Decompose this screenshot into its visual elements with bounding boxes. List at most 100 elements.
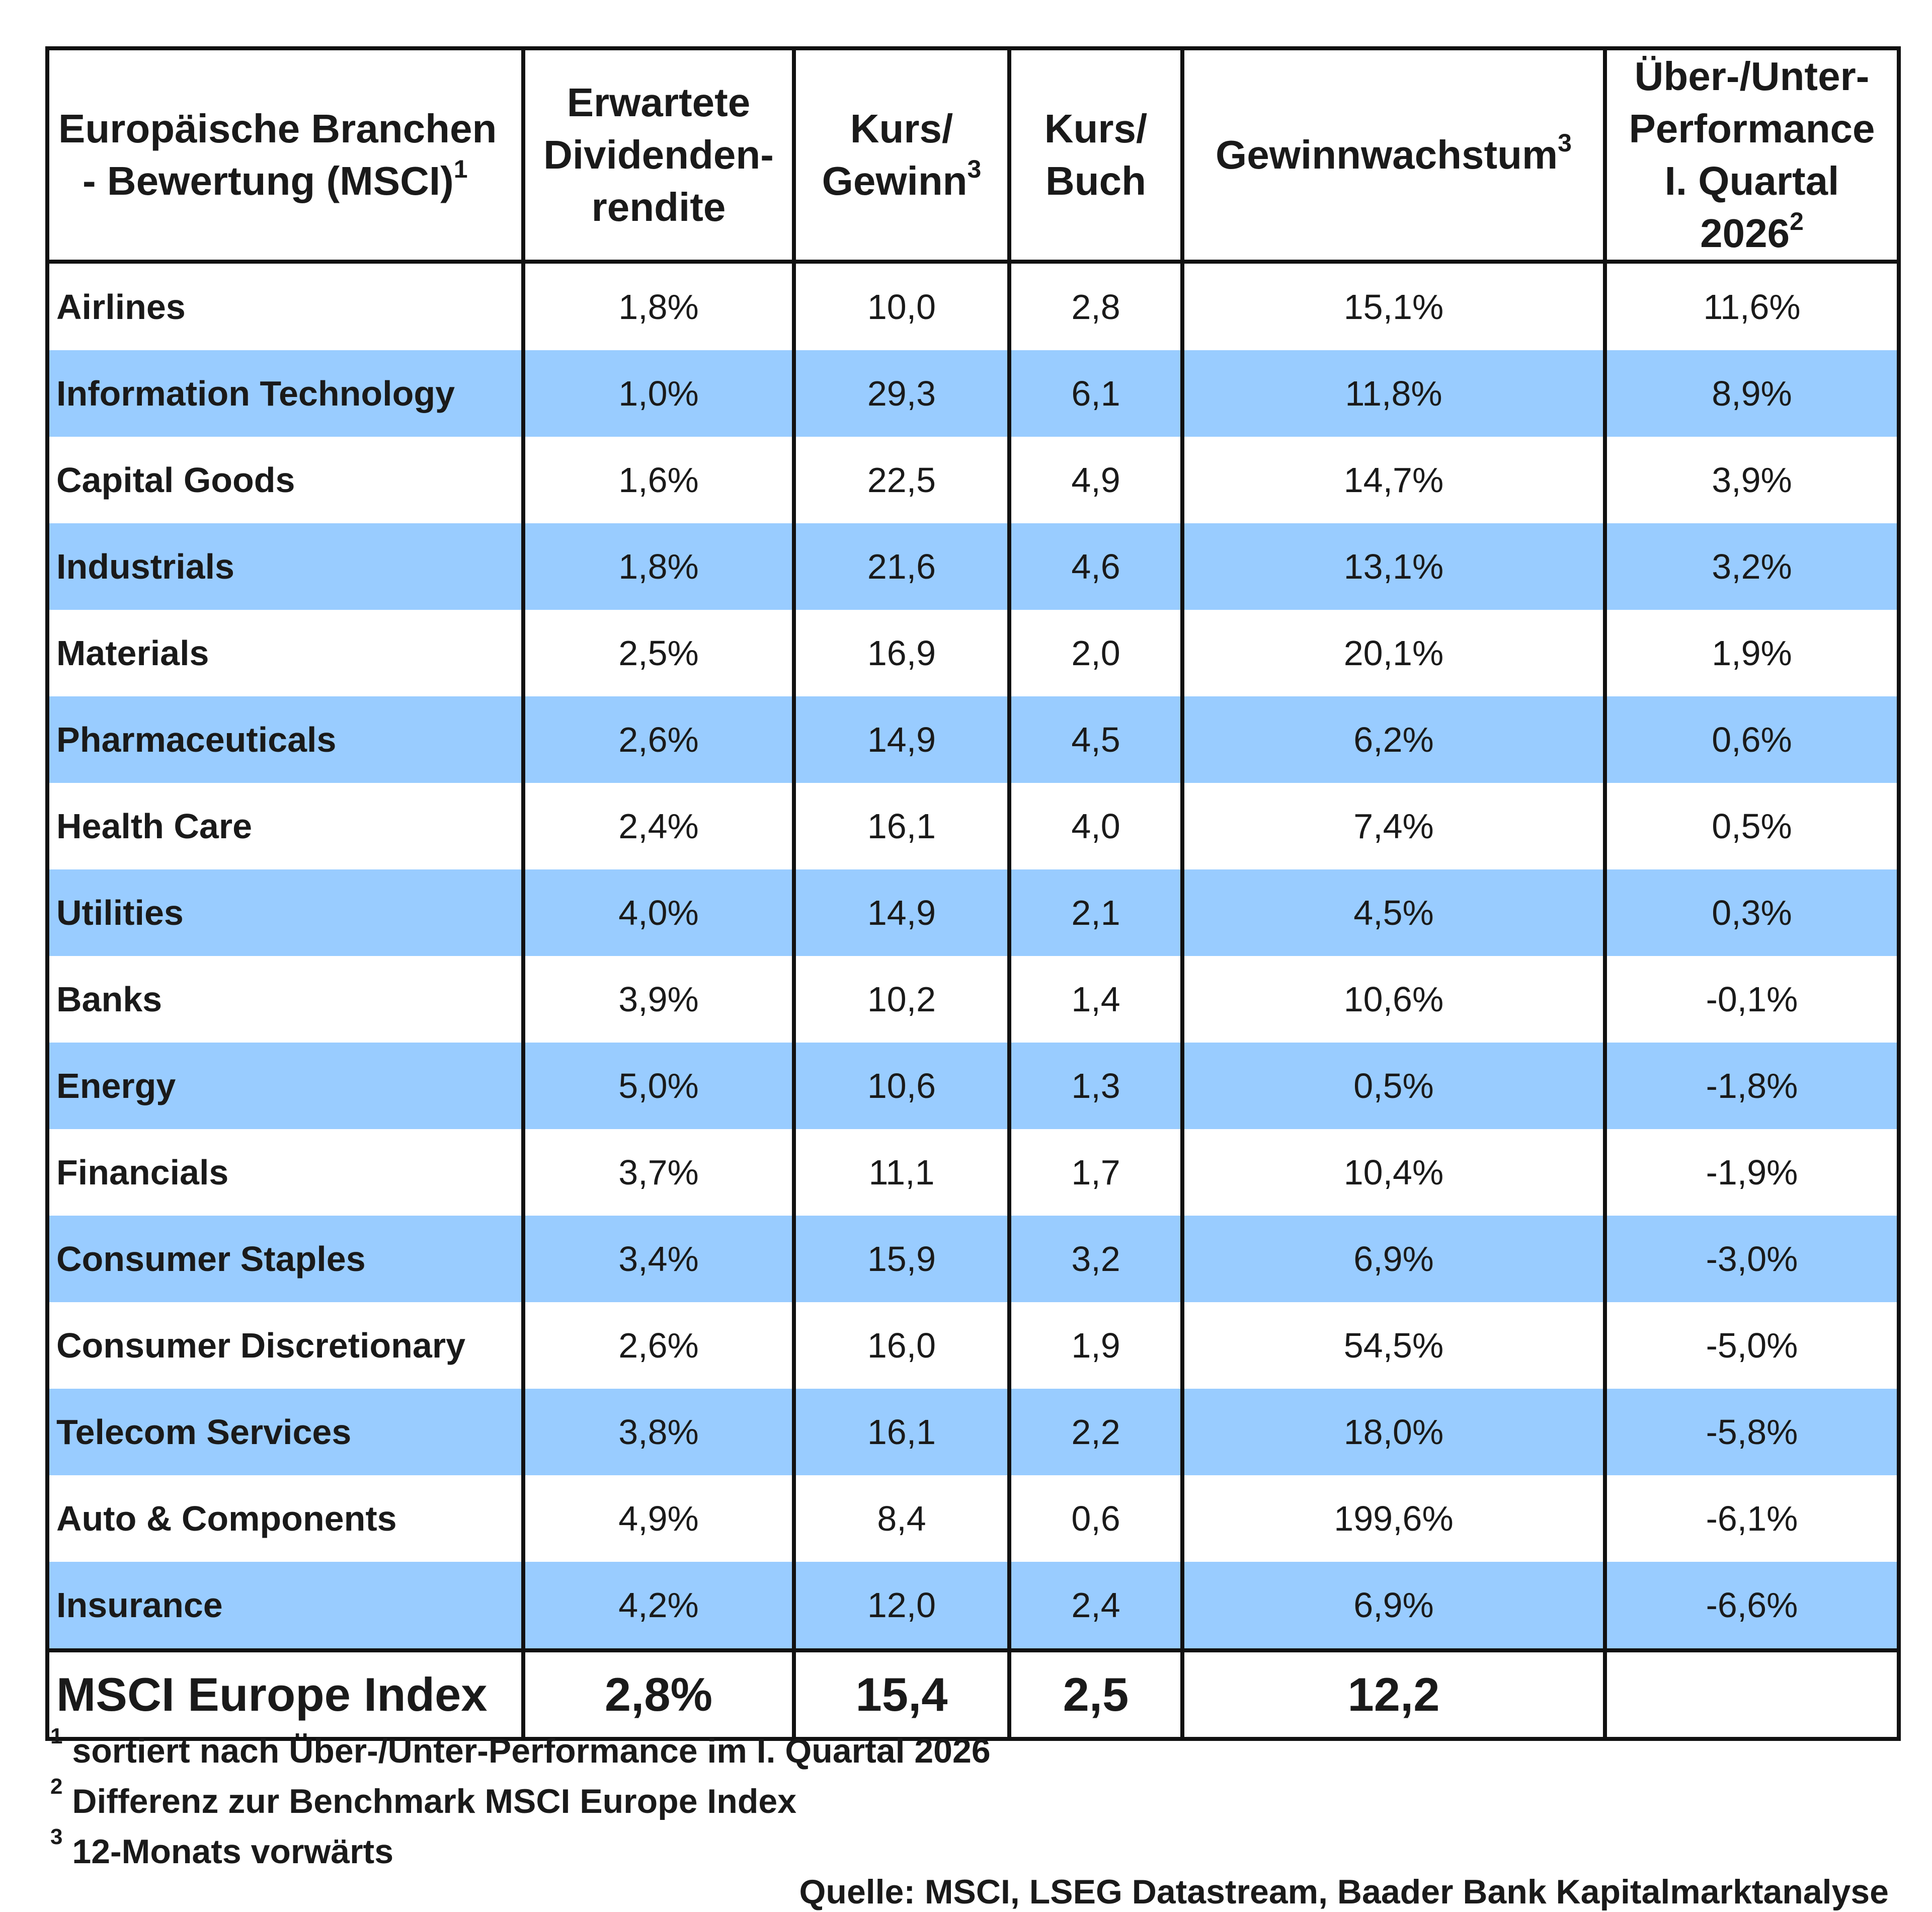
sector-name-cell: Auto & Components — [45, 1475, 525, 1562]
value-cell: 10,2 — [792, 956, 1011, 1043]
sector-name-cell: Insurance — [45, 1562, 525, 1650]
value-cell: 1,4 — [1007, 956, 1184, 1043]
sector-name-cell: Consumer Discretionary — [45, 1302, 525, 1389]
value-cell: 3,2% — [1603, 523, 1901, 610]
table-row: Energy 5,0% 10,6 1,3 0,5% -1,8% — [45, 1043, 1901, 1129]
value-cell: 14,9 — [792, 696, 1011, 783]
table-row: Capital Goods 1,6% 22,5 4,9 14,7% 3,9% — [45, 437, 1901, 523]
value-cell: 1,7 — [1007, 1129, 1184, 1216]
table-header-row: Europäische Branchen - Bewertung (MSCI)1… — [45, 46, 1901, 264]
value-cell: 3,4% — [521, 1216, 796, 1302]
value-cell: 4,5 — [1007, 696, 1184, 783]
value-cell: 0,6 — [1007, 1475, 1184, 1562]
value-cell: 54,5% — [1180, 1302, 1607, 1389]
value-cell: 6,9% — [1180, 1562, 1607, 1650]
table-row: Consumer Discretionary 2,6% 16,0 1,9 54,5% -5… — [45, 1302, 1901, 1389]
sector-name-cell: Airlines — [45, 262, 525, 350]
value-cell: 10,0 — [792, 262, 1011, 350]
value-cell: 1,6% — [521, 437, 796, 523]
header-performance: Über-/Unter- Performance I. Quartal 2026… — [1603, 46, 1901, 264]
table-row: Industrials 1,8% 21,6 4,6 13,1% 3,2% — [45, 523, 1901, 610]
value-cell: -5,8% — [1603, 1389, 1901, 1475]
value-cell: 1,3 — [1007, 1043, 1184, 1129]
sector-name-cell: Industrials — [45, 523, 525, 610]
value-cell: 3,9% — [521, 956, 796, 1043]
value-cell: 8,4 — [792, 1475, 1011, 1562]
source-note: Quelle: MSCI, LSEG Datastream, Baader Ba… — [799, 1873, 1889, 1911]
value-cell: 16,9 — [792, 610, 1011, 696]
value-cell: 4,0% — [521, 869, 796, 956]
footnote: 1 sortiert nach Über-/Unter-Performance … — [50, 1724, 991, 1770]
value-cell: 1,9% — [1603, 610, 1901, 696]
table-row: Materials 2,5% 16,9 2,0 20,1% 1,9% — [45, 610, 1901, 696]
value-cell: 21,6 — [792, 523, 1011, 610]
table-body: Airlines 1,8% 10,0 2,8 15,1% 11,6% Informatio… — [45, 262, 1901, 1650]
value-cell: 15,9 — [792, 1216, 1011, 1302]
value-cell: 3,2 — [1007, 1216, 1184, 1302]
header-price-book: Kurs/ Buch — [1007, 46, 1184, 264]
value-cell: -3,0% — [1603, 1216, 1901, 1302]
sector-name-cell: Consumer Staples — [45, 1216, 525, 1302]
sector-name-cell: Energy — [45, 1043, 525, 1129]
sector-name-cell: Banks — [45, 956, 525, 1043]
value-cell: 2,4 — [1007, 1562, 1184, 1650]
value-cell: 1,8% — [521, 523, 796, 610]
total-pb: 2,5 — [1007, 1648, 1184, 1741]
table-row: Consumer Staples 3,4% 15,9 3,2 6,9% -3,0% — [45, 1216, 1901, 1302]
value-cell: -6,6% — [1603, 1562, 1901, 1650]
value-cell: -0,1% — [1603, 956, 1901, 1043]
total-growth: 12,2 — [1180, 1648, 1607, 1741]
value-cell: 199,6% — [1180, 1475, 1607, 1562]
sector-name-cell: Telecom Services — [45, 1389, 525, 1475]
value-cell: 0,6% — [1603, 696, 1901, 783]
sector-name-cell: Pharmaceuticals — [45, 696, 525, 783]
value-cell: 2,6% — [521, 1302, 796, 1389]
value-cell: 2,8 — [1007, 262, 1184, 350]
value-cell: 11,8% — [1180, 350, 1607, 437]
value-cell: 22,5 — [792, 437, 1011, 523]
value-cell: 0,5% — [1180, 1043, 1607, 1129]
table-row: Financials 3,7% 11,1 1,7 10,4% -1,9% — [45, 1129, 1901, 1216]
value-cell: 4,5% — [1180, 869, 1607, 956]
value-cell: 16,0 — [792, 1302, 1011, 1389]
value-cell: 2,0 — [1007, 610, 1184, 696]
sector-name-cell: Materials — [45, 610, 525, 696]
header-dividend-yield: Erwartete Dividenden- rendite — [521, 46, 796, 264]
sector-name-cell: Information Technology — [45, 350, 525, 437]
table-row: Health Care 2,4% 16,1 4,0 7,4% 0,5% — [45, 783, 1901, 869]
value-cell: 10,6 — [792, 1043, 1011, 1129]
value-cell: 4,0 — [1007, 783, 1184, 869]
value-cell: 13,1% — [1180, 523, 1607, 610]
value-cell: 16,1 — [792, 1389, 1011, 1475]
value-cell: 6,1 — [1007, 350, 1184, 437]
sector-name-cell: Financials — [45, 1129, 525, 1216]
value-cell: 15,1% — [1180, 262, 1607, 350]
value-cell: 14,9 — [792, 869, 1011, 956]
value-cell: 12,0 — [792, 1562, 1011, 1650]
value-cell: 0,3% — [1603, 869, 1901, 956]
value-cell: 6,2% — [1180, 696, 1607, 783]
value-cell: 2,4% — [521, 783, 796, 869]
value-cell: 4,9 — [1007, 437, 1184, 523]
header-earnings-growth: Gewinnwachstum3 — [1180, 46, 1607, 264]
table-row: Airlines 1,8% 10,0 2,8 15,1% 11,6% — [45, 262, 1901, 350]
total-performance — [1603, 1648, 1901, 1741]
value-cell: 4,2% — [521, 1562, 796, 1650]
table-row: Banks 3,9% 10,2 1,4 10,6% -0,1% — [45, 956, 1901, 1043]
value-cell: 2,2 — [1007, 1389, 1184, 1475]
total-name: MSCI Europe Index — [45, 1648, 525, 1741]
value-cell: 11,1 — [792, 1129, 1011, 1216]
value-cell: 6,9% — [1180, 1216, 1607, 1302]
value-cell: 3,7% — [521, 1129, 796, 1216]
table-row: Telecom Services 3,8% 16,1 2,2 18,0% -5,8% — [45, 1389, 1901, 1475]
table-row: Auto & Components 4,9% 8,4 0,6 199,6% -6,1% — [45, 1475, 1901, 1562]
table-row: Pharmaceuticals 2,6% 14,9 4,5 6,2% 0,6% — [45, 696, 1901, 783]
sector-name-cell: Health Care — [45, 783, 525, 869]
value-cell: 1,9 — [1007, 1302, 1184, 1389]
value-cell: 4,9% — [521, 1475, 796, 1562]
value-cell: 10,6% — [1180, 956, 1607, 1043]
header-sector: Europäische Branchen - Bewertung (MSCI)1 — [45, 46, 525, 264]
value-cell: 14,7% — [1180, 437, 1607, 523]
total-pe: 15,4 — [792, 1648, 1011, 1741]
sector-name-cell: Capital Goods — [45, 437, 525, 523]
